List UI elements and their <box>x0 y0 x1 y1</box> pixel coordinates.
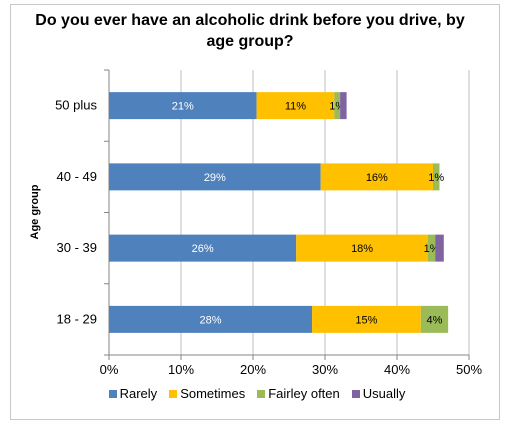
category-label: 30 - 39 <box>57 240 97 255</box>
legend-swatch <box>257 389 266 398</box>
category-label: 40 - 49 <box>57 169 97 184</box>
bar-rarely <box>109 234 297 262</box>
category-label: 18 - 29 <box>57 311 97 326</box>
data-label: 28% <box>200 314 222 326</box>
legend-label: Usually <box>362 386 406 401</box>
legend-label: Sometimes <box>180 386 246 401</box>
legend-item: Sometimes <box>169 386 245 401</box>
bar-sometimes <box>312 305 421 333</box>
legend: Rarely Sometimes Fairley often Usually <box>0 386 514 401</box>
data-label: 29% <box>204 172 226 184</box>
x-tick-label: 0% <box>100 362 119 377</box>
x-tick-label: 50% <box>456 362 482 377</box>
bar-usually <box>340 92 347 120</box>
bar-rarely <box>109 305 313 333</box>
data-label: 15% <box>355 314 377 326</box>
x-tick-label: 40% <box>384 362 410 377</box>
bar-rarely <box>109 163 321 191</box>
bar-sometimes <box>256 92 335 120</box>
legend-swatch <box>108 389 117 398</box>
x-tick-label: 10% <box>168 362 194 377</box>
legend-label: Fairley often <box>268 386 340 401</box>
category-label: 50 plus <box>55 98 97 113</box>
bar-usually <box>435 234 444 262</box>
data-label: 18% <box>351 243 373 255</box>
chart-title: Do you ever have an alcoholic drink befo… <box>35 12 465 50</box>
data-label: 26% <box>192 243 214 255</box>
legend-item: Usually <box>351 386 406 401</box>
x-tick-label: 20% <box>240 362 266 377</box>
legend-item: Rarely <box>108 386 158 401</box>
bar-sometimes <box>296 234 428 262</box>
bar-fairley-often <box>420 305 449 333</box>
bar-rarely <box>109 92 257 120</box>
bar-sometimes <box>320 163 433 191</box>
data-label: 16% <box>366 172 388 184</box>
chart-frame <box>10 4 500 420</box>
data-label: 11% <box>285 101 306 113</box>
data-label: 4% <box>426 314 442 326</box>
data-label: 21% <box>172 101 194 113</box>
x-tick-label: 30% <box>312 362 338 377</box>
data-label: 1% <box>428 172 444 184</box>
legend-swatch <box>169 389 178 398</box>
bar-fairley-often <box>427 234 436 262</box>
legend-item: Fairley often <box>257 386 340 401</box>
legend-swatch <box>351 389 360 398</box>
bar-fairley-often <box>433 163 440 191</box>
legend-label: Rarely <box>119 386 158 401</box>
bar-fairley-often <box>334 92 341 120</box>
